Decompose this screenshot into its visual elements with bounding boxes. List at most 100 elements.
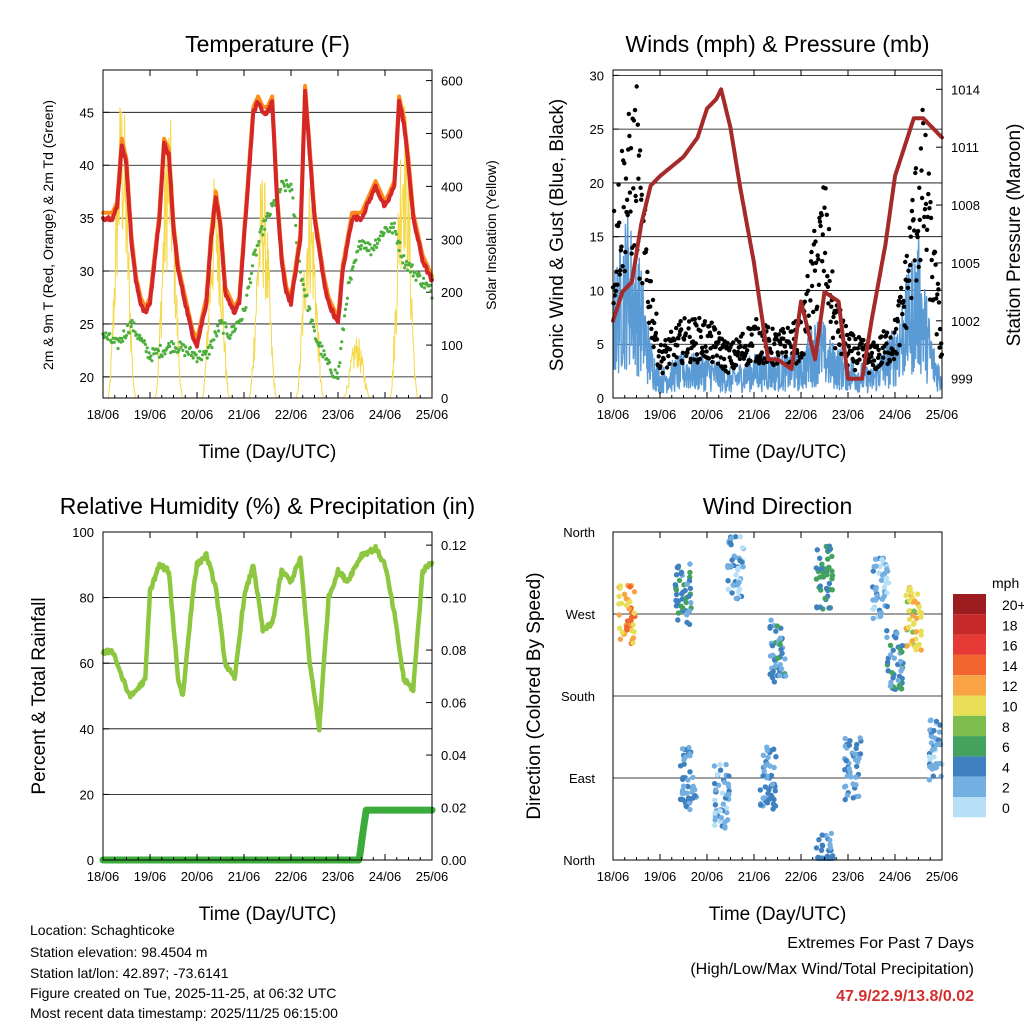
x-tick-label: 24/06: [369, 869, 402, 884]
gust-point: [664, 365, 670, 370]
wind-direction-point: [938, 773, 944, 780]
gust-point: [721, 342, 726, 347]
dewpoint-point: [322, 349, 326, 353]
gust-point: [700, 349, 705, 354]
gust-point: [846, 344, 851, 349]
extremes-values: 47.9/22.9/13.8/0.02: [836, 988, 974, 1005]
wind-direction-point: [687, 585, 694, 592]
wind-direction-point: [937, 760, 943, 767]
wind-direction-point: [774, 623, 780, 629]
dewpoint-point: [388, 229, 392, 233]
wind-direction-point: [850, 795, 856, 801]
gust-point: [882, 350, 887, 355]
dewpoint-point: [406, 268, 410, 272]
wind-direction-point: [769, 781, 776, 787]
dewpoint-point: [125, 323, 129, 327]
gust-point: [769, 350, 774, 355]
wind-direction-point: [842, 796, 848, 803]
y-axis-label: Percent & Total Rainfall: [29, 597, 50, 794]
gust-point: [830, 335, 836, 340]
dewpoint-point: [290, 188, 294, 192]
wind-direction-point: [725, 578, 731, 584]
wind-direction-point: [616, 593, 622, 600]
wind-direction-point: [850, 781, 856, 787]
gust-point: [688, 359, 693, 365]
wind-direction-point: [673, 597, 679, 604]
dewpoint-point: [177, 348, 181, 352]
dewpoint-point: [170, 340, 174, 344]
gust-point: [936, 287, 941, 292]
dewpoint-point: [181, 348, 185, 352]
gust-point: [844, 332, 850, 338]
x-tick-label: 23/06: [322, 869, 355, 884]
gust-point: [812, 228, 817, 234]
x-tick-label: 20/06: [181, 869, 214, 884]
gust-point: [680, 350, 686, 355]
dewpoint-point: [256, 243, 260, 247]
colorbar-label: 8: [1002, 719, 1010, 735]
temp-2m-line: [101, 88, 434, 349]
gust-point: [707, 323, 712, 329]
dewpoint-point: [142, 339, 146, 343]
gust-point: [919, 168, 924, 173]
wind-direction-point: [685, 783, 691, 790]
wind-direction-point: [870, 568, 876, 574]
wind-direction-point: [729, 590, 735, 596]
wind-direction-point: [936, 729, 943, 735]
wind-direction-point: [684, 790, 690, 796]
gust-point: [834, 320, 839, 325]
y-tick-label: 20: [80, 370, 94, 385]
wind-direction-point: [739, 545, 746, 551]
dewpoint-point: [250, 264, 255, 268]
gust-point: [809, 283, 815, 289]
gust-point: [904, 325, 909, 331]
y-right-tick-label: 1005: [951, 256, 980, 271]
wind-direction-point: [914, 615, 920, 621]
dewpoint-point: [198, 349, 202, 353]
extremes-subtitle: (High/Low/Max Wind/Total Precipitation): [690, 961, 974, 978]
wind-direction-point: [813, 845, 820, 851]
wind-direction-point: [624, 624, 630, 630]
y-right-tick-label: 500: [441, 126, 463, 141]
wind-direction-point: [717, 808, 723, 814]
gust-point: [650, 297, 656, 303]
dewpoint-point: [347, 280, 351, 284]
gust-point: [802, 299, 807, 304]
gust-point: [631, 186, 636, 191]
gust-point: [615, 282, 620, 287]
dewpoint-point: [188, 345, 192, 350]
gust-point: [830, 269, 835, 274]
dewpoint-point: [232, 324, 236, 328]
gust-point: [778, 342, 783, 347]
gust-point: [826, 301, 831, 306]
dewpoint-point: [364, 246, 368, 250]
wind-direction-point: [904, 643, 910, 649]
dewpoint-point: [168, 344, 172, 348]
wind-direction-point: [843, 783, 849, 789]
dewpoint-point: [210, 346, 214, 350]
gust-point: [631, 118, 637, 123]
gust-point: [745, 348, 750, 353]
dewpoint-point: [145, 346, 149, 350]
gust-point: [714, 353, 719, 358]
gust-point: [781, 336, 786, 341]
solar-insolation-trace: [295, 187, 325, 399]
dewpoint-point: [138, 333, 142, 337]
wind-direction-point: [847, 738, 853, 744]
gust-point: [879, 334, 884, 339]
wind-direction-point: [819, 842, 825, 848]
dewpoint-point: [104, 331, 108, 335]
wind-direction-point: [778, 646, 784, 653]
wind-direction-point: [616, 601, 622, 607]
wind-direction-point: [914, 591, 921, 597]
dewpoint-point: [179, 345, 183, 349]
wind-direction-point: [726, 791, 732, 798]
gust-point: [921, 224, 926, 229]
gust-point: [635, 122, 640, 127]
y-right-tick-label: 100: [441, 338, 463, 353]
gust-point: [737, 339, 742, 345]
gust-point: [624, 197, 630, 202]
gust-point: [716, 330, 722, 336]
wind-direction-point: [826, 564, 832, 570]
dewpoint-point: [363, 241, 367, 245]
